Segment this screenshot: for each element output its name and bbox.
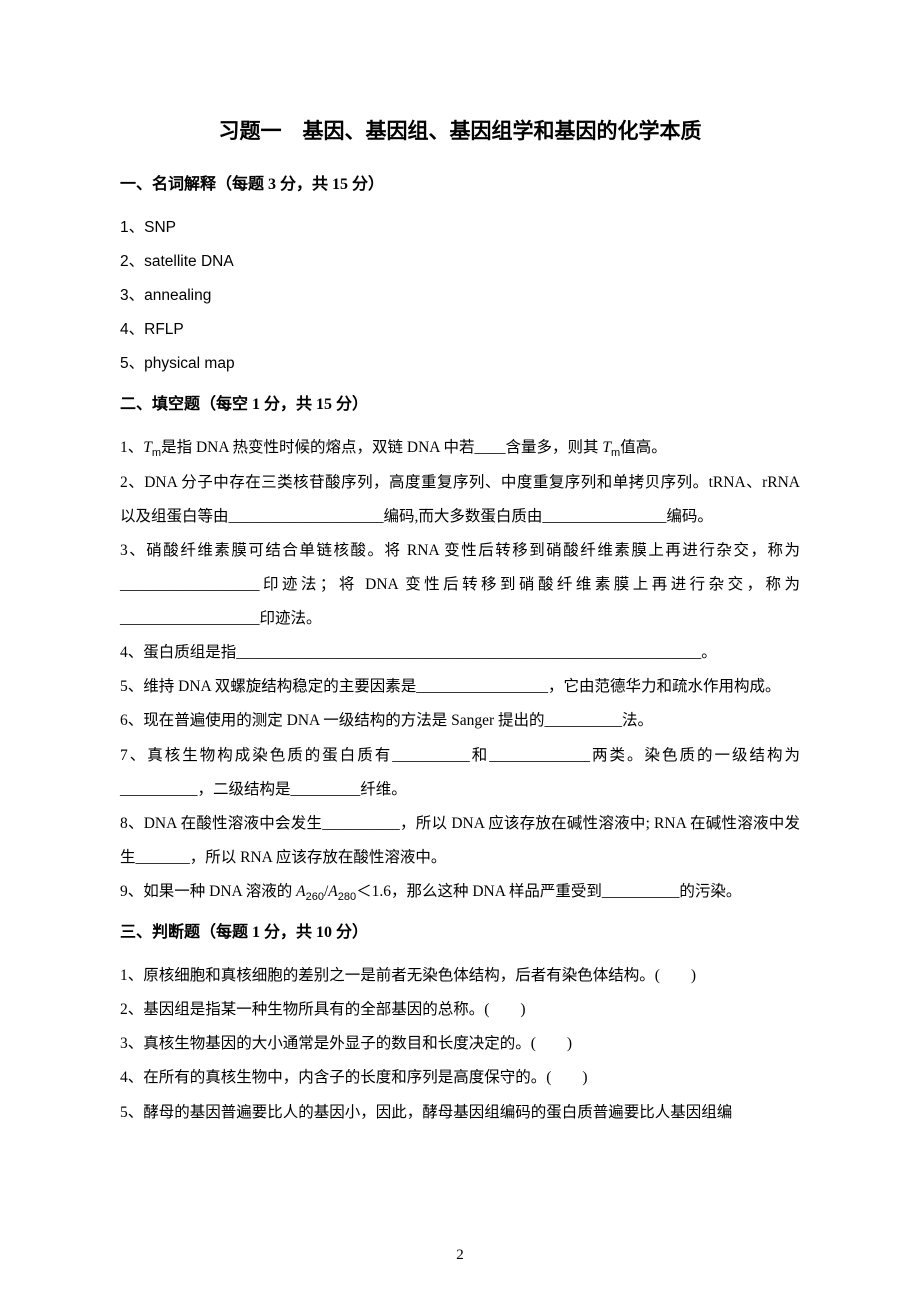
a-symbol: A — [328, 883, 337, 900]
a-symbol: A — [296, 883, 305, 900]
document-page: 习题一 基因、基因组、基因组学和基因的化学本质 一、名词解释（每题 3 分，共 … — [0, 0, 920, 1302]
section1-heading: 一、名词解释（每题 3 分，共 15 分） — [120, 169, 800, 201]
s2-q1-b: 是指 DNA 热变性时候的熔点，双链 DNA 中若____含量多，则其 — [161, 439, 602, 456]
s1-item: 3、annealing — [120, 279, 800, 313]
tm-symbol: T — [602, 439, 611, 456]
a280-sub: 280 — [338, 891, 356, 903]
page-title: 习题一 基因、基因组、基因组学和基因的化学本质 — [120, 115, 800, 145]
section2-heading: 二、填空题（每空 1 分，共 15 分） — [120, 389, 800, 421]
s2-q9-b: ＜1.6，那么这种 DNA 样品严重受到__________的污染。 — [356, 883, 741, 900]
s2-q2: 2、DNA 分子中存在三类核苷酸序列，高度重复序列、中度重复序列和单拷贝序列。t… — [120, 466, 800, 534]
s1-item: 2、satellite DNA — [120, 245, 800, 279]
s2-q6: 6、现在普遍使用的测定 DNA 一级结构的方法是 Sanger 提出的_____… — [120, 704, 800, 738]
tm-sub: m — [611, 448, 620, 460]
s3-item: 1、原核细胞和真核细胞的差别之一是前者无染色体结构，后者有染色体结构。( ) — [120, 959, 800, 993]
s2-q7: 7、真核生物构成染色质的蛋白质有__________和_____________… — [120, 739, 800, 807]
page-number: 2 — [0, 1247, 920, 1264]
s2-q1-c: 值高。 — [620, 439, 667, 456]
s2-q1-a: 1、 — [120, 439, 143, 456]
s2-q3: 3、硝酸纤维素膜可结合单链核酸。将 RNA 变性后转移到硝酸纤维素膜上再进行杂交… — [120, 534, 800, 636]
a260-sub: 260 — [306, 891, 324, 903]
s2-q4: 4、蛋白质组是指________________________________… — [120, 636, 800, 670]
s1-item: 4、RFLP — [120, 313, 800, 347]
s1-item: 1、SNP — [120, 211, 800, 245]
s1-item: 5、physical map — [120, 347, 800, 381]
s2-q9-a: 9、如果一种 DNA 溶液的 — [120, 883, 296, 900]
s3-item: 5、酵母的基因普遍要比人的基因小，因此，酵母基因组编码的蛋白质普遍要比人基因组编 — [120, 1096, 800, 1130]
tm-symbol: T — [143, 439, 152, 456]
s3-item: 2、基因组是指某一种生物所具有的全部基因的总称。( ) — [120, 993, 800, 1027]
s3-item: 4、在所有的真核生物中，内含子的长度和序列是高度保守的。( ) — [120, 1061, 800, 1095]
s1-item-text: 2、satellite DNA — [120, 253, 234, 270]
s1-item-text: 1、SNP — [120, 219, 176, 236]
section3-heading: 三、判断题（每题 1 分，共 10 分） — [120, 917, 800, 949]
s1-item-text: 5、physical map — [120, 355, 235, 372]
tm-sub: m — [152, 448, 161, 460]
s2-q8: 8、DNA 在酸性溶液中会发生__________，所以 DNA 应该存放在碱性… — [120, 807, 800, 875]
s2-q9: 9、如果一种 DNA 溶液的 A260/A280＜1.6，那么这种 DNA 样品… — [120, 875, 800, 909]
s1-item-text: 3、annealing — [120, 287, 211, 304]
s3-item: 3、真核生物基因的大小通常是外显子的数目和长度决定的。( ) — [120, 1027, 800, 1061]
s1-item-text: 4、RFLP — [120, 321, 184, 338]
s2-q1: 1、Tm是指 DNA 热变性时候的熔点，双链 DNA 中若____含量多，则其 … — [120, 431, 800, 465]
s2-q5: 5、维持 DNA 双螺旋结构稳定的主要因素是_________________，… — [120, 670, 800, 704]
